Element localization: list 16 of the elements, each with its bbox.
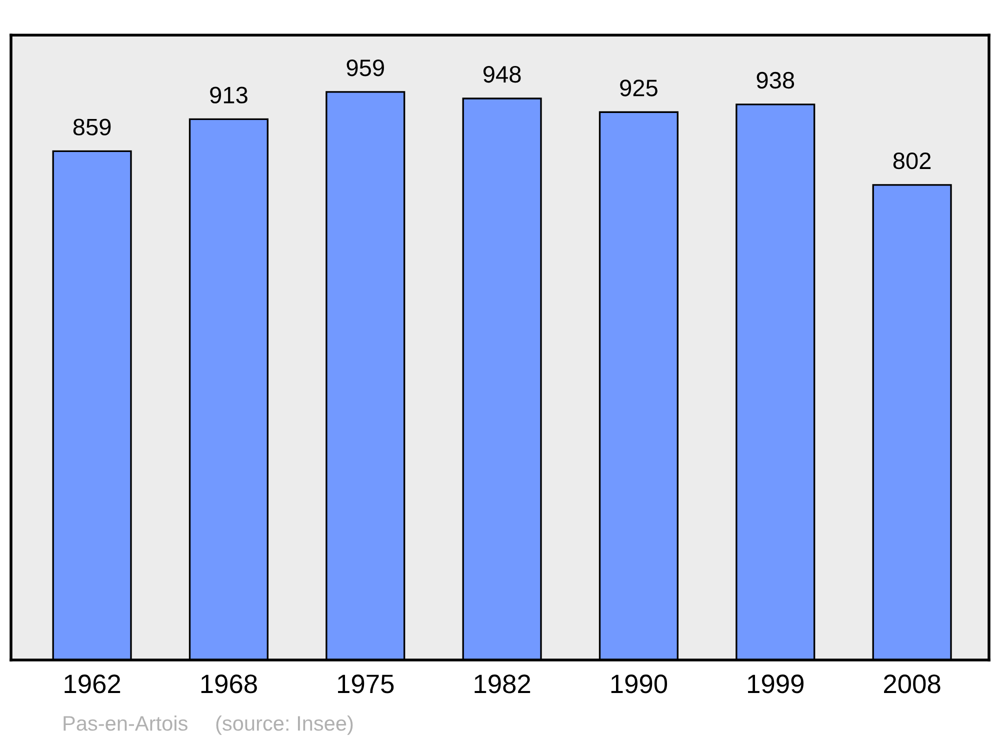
data-label: 938	[756, 72, 794, 89]
text: Pas-en-Artois	[64, 715, 188, 731]
x-tick-label: 1982	[474, 674, 530, 694]
x-tick-label: 1962	[64, 674, 120, 694]
data-label: 948	[483, 66, 521, 83]
x-tick-label: 2008	[884, 674, 940, 694]
x-tick-label: 1975	[338, 674, 394, 694]
data-label: 959	[346, 59, 384, 76]
text: (source: Insee)	[216, 715, 353, 735]
x-tick-label: 1968	[201, 674, 257, 694]
data-label: 859	[73, 118, 111, 136]
data-label: 913	[210, 86, 248, 104]
data-label: 802	[893, 152, 931, 170]
x-tick-label: 1990	[611, 674, 668, 694]
data-label: 925	[620, 80, 658, 96]
x-tick-label: 1999	[748, 674, 804, 694]
